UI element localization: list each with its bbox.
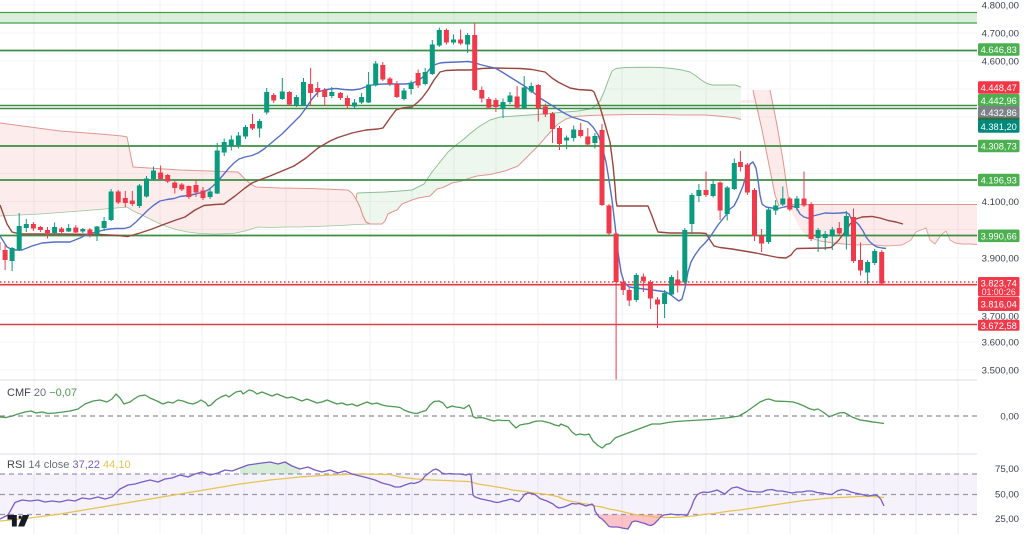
svg-text:3.500,00: 3.500,00 — [982, 366, 1019, 377]
svg-text:3.816,04: 3.816,04 — [981, 300, 1017, 310]
svg-text:4.381,20: 4.381,20 — [981, 122, 1017, 132]
svg-text:4.432,86: 4.432,86 — [981, 108, 1017, 118]
svg-text:4.700,00: 4.700,00 — [982, 29, 1019, 40]
svg-text:50,00: 50,00 — [995, 490, 1019, 501]
svg-text:0,00: 0,00 — [1000, 412, 1019, 423]
svg-text:4.448,47: 4.448,47 — [981, 83, 1017, 93]
svg-text:4.308,73: 4.308,73 — [981, 142, 1017, 152]
svg-text:4.442,96: 4.442,96 — [981, 96, 1017, 106]
svg-text:01:00:26: 01:00:26 — [982, 287, 1016, 297]
svg-text:3.900,00: 3.900,00 — [982, 254, 1019, 265]
svg-text:4.100,00: 4.100,00 — [982, 197, 1019, 208]
svg-text:3.672,58: 3.672,58 — [981, 321, 1017, 331]
svg-text:3.823,74: 3.823,74 — [981, 278, 1017, 288]
svg-text:4.800,00: 4.800,00 — [982, 1, 1019, 12]
svg-text:3.600,00: 3.600,00 — [982, 338, 1019, 349]
svg-text:RSI 14 close 37,22 44,10: RSI 14 close 37,22 44,10 — [7, 459, 131, 471]
svg-text:CMF 20 −0,07: CMF 20 −0,07 — [7, 387, 77, 399]
svg-text:4.196,93: 4.196,93 — [981, 176, 1017, 186]
svg-text:4.600,00: 4.600,00 — [982, 57, 1019, 68]
svg-text:75,00: 75,00 — [995, 464, 1019, 475]
svg-text:25,00: 25,00 — [995, 514, 1019, 525]
svg-text:4.646,83: 4.646,83 — [981, 45, 1017, 55]
svg-text:3.700,00: 3.700,00 — [982, 311, 1019, 322]
svg-text:3.990,66: 3.990,66 — [981, 231, 1017, 241]
